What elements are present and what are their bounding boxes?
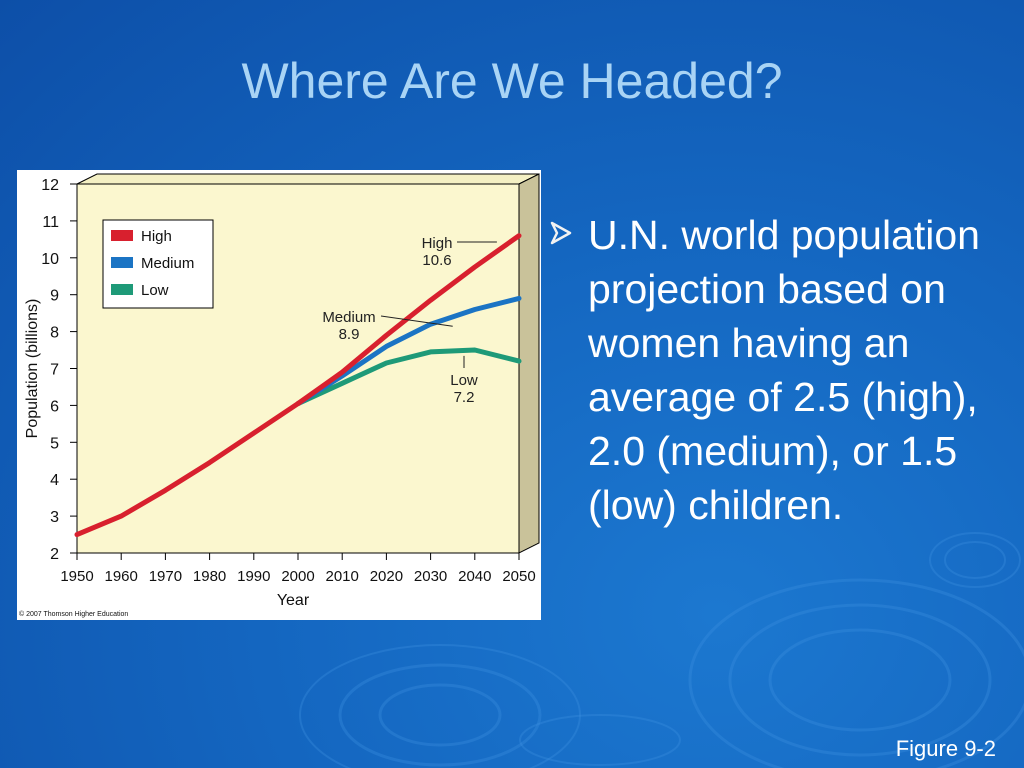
y-tick-label: 9 (50, 288, 59, 305)
series-line-high (295, 233, 522, 407)
legend-swatch-medium (111, 257, 133, 268)
population-chart: 2 3 4 5 6 7 8 9 10 11 12 1950 1960 1970 1980 1990 2000 20… (17, 170, 541, 620)
annotation-label: Low (450, 372, 478, 389)
x-tick-label: 1950 (60, 568, 93, 585)
y-tick-label: 11 (42, 214, 59, 231)
x-tick-label: 2010 (326, 568, 359, 585)
y-tick-label: 10 (41, 251, 59, 268)
legend-label-high: High (141, 228, 172, 245)
x-axis-title: Year (277, 592, 310, 609)
plot-top-face (76, 173, 540, 185)
y-tick-label: 6 (50, 398, 59, 415)
y-tick-label: 7 (50, 362, 59, 379)
arrow-bullet-icon (550, 221, 572, 245)
plot-side-face (518, 173, 540, 554)
y-tick-label: 5 (50, 435, 59, 452)
y-axis-title: Population (billions) (24, 299, 41, 439)
legend-label-medium: Medium (141, 255, 194, 272)
series-line-low (295, 347, 522, 407)
legend-label-low: Low (141, 282, 169, 299)
x-tick-label: 2000 (281, 568, 314, 585)
figure-label: Figure 9-2 (895, 736, 996, 761)
y-tick-label: 8 (50, 325, 59, 342)
annotation-label: High (422, 235, 453, 252)
annotation-leader (380, 315, 453, 327)
x-tick-label: 1980 (193, 568, 226, 585)
annotation-value: 7.2 (454, 389, 475, 406)
y-tick-label: 12 (41, 177, 59, 194)
annotation-value: 10.6 (422, 252, 451, 269)
historical-line (74, 401, 301, 538)
slide-title: Where Are We Headed? (241, 53, 783, 109)
annotation-label: Medium (322, 309, 375, 326)
x-tick-label: 2020 (370, 568, 403, 585)
chart-svg: 2 3 4 5 6 7 8 9 10 11 12 1950 1960 1970 1980 1990 2000 20… (19, 173, 540, 618)
series-line-medium (295, 295, 522, 407)
y-tick-label: 2 (50, 546, 59, 563)
x-tick-label: 2050 (502, 568, 535, 585)
copyright-text: © 2007 Thomson Higher Education (19, 610, 128, 618)
x-tick-label: 1970 (149, 568, 182, 585)
legend-swatch-low (111, 284, 133, 295)
x-tick-label: 1960 (105, 568, 138, 585)
annotation-value: 8.9 (339, 326, 360, 343)
x-tick-label: 2030 (414, 568, 447, 585)
bullet-text: U.N. world population projection based o… (588, 212, 980, 528)
x-tick-label: 2040 (458, 568, 491, 585)
y-tick-label: 3 (50, 509, 59, 526)
y-tick-label: 4 (50, 472, 59, 489)
x-tick-label: 1990 (237, 568, 270, 585)
legend-swatch-high (111, 230, 133, 241)
